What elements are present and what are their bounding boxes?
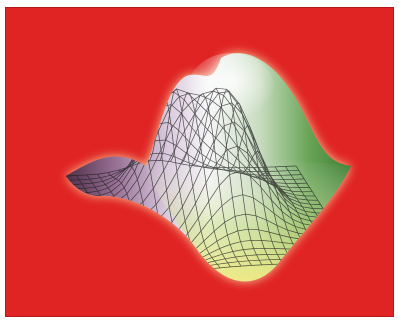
surface-highlight [186, 53, 276, 133]
surface-front-tint [146, 158, 351, 282]
mesh-line-v [71, 139, 302, 185]
surface-plot [66, 53, 351, 282]
mesh-line-v [74, 122, 305, 190]
mesh-line-v [76, 104, 307, 194]
picture-frame [5, 7, 394, 317]
